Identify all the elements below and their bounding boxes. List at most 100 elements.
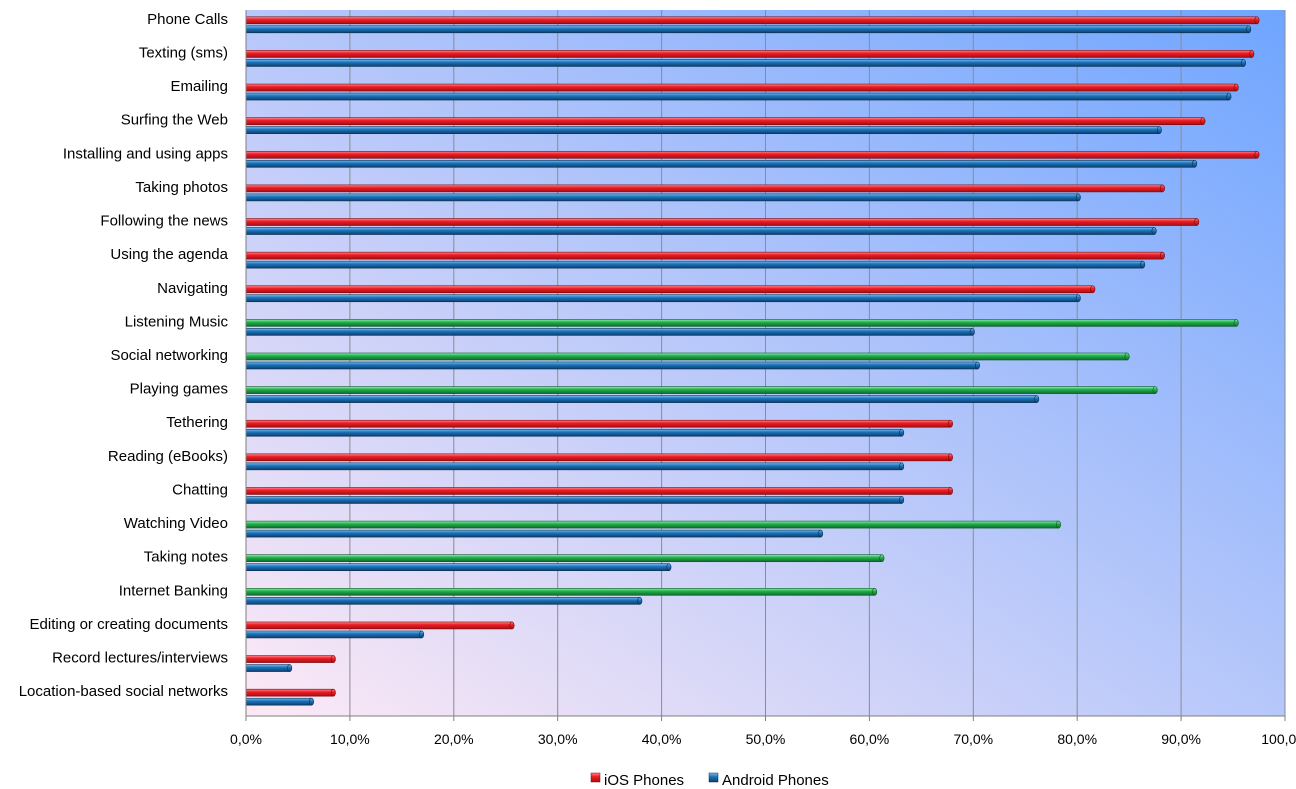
bar-android	[245, 25, 1252, 34]
bar-ios	[245, 621, 515, 630]
bar-ios-body	[245, 386, 1156, 394]
bar-android-body	[245, 529, 821, 538]
bar-android-body	[245, 260, 1143, 269]
bar-android-body	[245, 664, 290, 672]
category-label: Location-based social networks	[19, 683, 228, 700]
bar-ios-body	[245, 83, 1237, 92]
bar-android-body	[245, 428, 902, 437]
bar-android-body	[245, 59, 1244, 67]
bar-ios	[245, 520, 1061, 529]
bar-ios	[245, 184, 1165, 193]
bar-ios-cap	[330, 655, 336, 663]
bar-android-cap	[899, 496, 905, 504]
bar-ios-body	[245, 251, 1163, 260]
bar-ios	[245, 487, 953, 495]
bar-ios-cap	[1254, 150, 1260, 159]
bar-android-cap	[308, 697, 314, 706]
category-label: Tethering	[166, 414, 228, 431]
bar-ios-cap	[947, 419, 953, 428]
bar-ios	[245, 688, 336, 697]
x-tick-label: 20,0%	[434, 731, 474, 747]
bar-android	[245, 92, 1232, 101]
bar-ios-cap	[1159, 251, 1165, 260]
bar-ios	[245, 386, 1158, 394]
category-label: Taking photos	[135, 179, 228, 196]
bar-ios	[245, 588, 878, 596]
x-tick-label: 40,0%	[642, 731, 682, 747]
bar-android-body	[245, 630, 422, 639]
bar-ios	[245, 117, 1206, 125]
x-tick-label: 30,0%	[538, 731, 578, 747]
bar-android	[245, 630, 425, 639]
x-tick-label: 90,0%	[1161, 731, 1201, 747]
bar-android	[245, 193, 1081, 202]
bar-ios-cap	[1233, 319, 1239, 327]
bar-ios-body	[245, 352, 1128, 361]
bar-android	[245, 462, 905, 471]
bar-ios-cap	[872, 588, 878, 596]
bar-ios-body	[245, 487, 951, 495]
bar-ios	[245, 16, 1260, 25]
bar-ios-body	[245, 588, 875, 596]
bar-android-cap	[1075, 294, 1081, 303]
category-label: Emailing	[170, 78, 228, 95]
bar-ios-body	[245, 453, 951, 462]
bar-android-body	[245, 597, 641, 605]
bar-android-body	[245, 462, 902, 471]
category-label: Record lectures/interviews	[52, 650, 228, 667]
category-label: Watching Video	[124, 515, 228, 532]
bar-ios	[245, 319, 1239, 327]
bar-android-cap	[1240, 59, 1246, 67]
bar-ios-cap	[1254, 16, 1260, 25]
bar-ios-cap	[947, 487, 953, 495]
bar-android-body	[245, 294, 1079, 303]
bar-ios-body	[245, 319, 1237, 327]
bar-ios-cap	[1159, 184, 1165, 193]
legend-label-ios: iOS Phones	[604, 772, 684, 789]
bar-ios-body	[245, 554, 883, 563]
bar-android-cap	[637, 597, 643, 605]
bar-android	[245, 126, 1162, 134]
bar-android-cap	[1192, 159, 1198, 168]
bar-android-body	[245, 92, 1230, 101]
category-label: Editing or creating documents	[30, 616, 228, 633]
x-tick-label: 10,0%	[330, 731, 370, 747]
category-label: Reading (eBooks)	[108, 448, 228, 465]
bar-ios-cap	[1194, 218, 1200, 226]
bar-ios	[245, 218, 1200, 226]
category-label: Listening Music	[125, 313, 229, 330]
bar-android-body	[245, 25, 1249, 34]
bar-ios	[245, 251, 1165, 260]
bar-android-body	[245, 563, 670, 572]
bar-android-body	[245, 697, 312, 706]
x-tick-labels: 0,0% 10,0% 20,0% 30,0% 40,0% 50,0% 60,0% 70,0% 8…	[230, 716, 1296, 747]
bar-android	[245, 294, 1081, 303]
bar-android-cap	[666, 563, 672, 572]
bar-ios-cap	[1124, 352, 1130, 361]
bar-ios-cap	[1090, 285, 1096, 294]
bar-android-body	[245, 496, 902, 504]
bar-ios-body	[245, 285, 1094, 294]
bar-ios-cap	[1152, 386, 1158, 394]
bar-android	[245, 361, 980, 370]
bar-ios-body	[245, 50, 1253, 58]
bar-ios-cap	[947, 453, 953, 462]
bar-android-body	[245, 227, 1155, 235]
x-tick-label: 50,0%	[746, 731, 786, 747]
bar-ios	[245, 554, 885, 563]
bar-android-cap	[969, 328, 975, 336]
bar-ios	[245, 285, 1096, 294]
bar-android-cap	[1226, 92, 1232, 101]
x-tick-label: 0,0%	[230, 731, 262, 747]
bar-android-cap	[1246, 25, 1252, 34]
bar-ios	[245, 83, 1239, 92]
bar-android-cap	[1034, 395, 1040, 403]
category-labels: Phone Calls Texting (sms) Emailing Surfing …	[19, 11, 229, 700]
bar-ios-cap	[879, 554, 885, 563]
bar-ios-cap	[1055, 520, 1061, 529]
legend-swatch-ios	[590, 772, 601, 783]
bar-ios-body	[245, 655, 334, 663]
bar-android-cap	[419, 630, 425, 639]
category-label: Phone Calls	[147, 11, 228, 28]
